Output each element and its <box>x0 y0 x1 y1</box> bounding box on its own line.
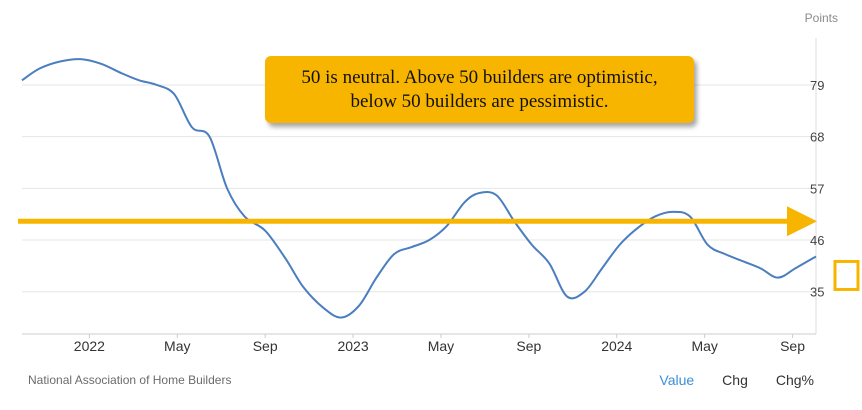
x-tick-label: Sep <box>253 338 278 354</box>
tab-chg-percent[interactable]: Chg% <box>775 372 814 388</box>
annotation-callout: 50 is neutral. Above 50 builders are opt… <box>265 56 694 123</box>
data-point <box>59 60 61 62</box>
data-point <box>815 255 817 257</box>
data-point <box>264 230 266 232</box>
data-point <box>724 253 726 255</box>
data-point <box>531 244 533 246</box>
x-axis: 2022 May Sep 2023 May Sep 2024 May Sep <box>74 334 805 354</box>
data-point <box>39 68 41 70</box>
data-point <box>376 277 378 279</box>
data-point <box>80 58 82 60</box>
data-point <box>496 194 498 196</box>
data-point <box>209 136 211 138</box>
data-point <box>358 305 360 307</box>
x-tick-label: Sep <box>780 338 805 354</box>
unit-label: Points <box>804 11 838 25</box>
data-point <box>463 201 465 203</box>
data-point <box>340 317 342 319</box>
data-point <box>548 263 550 265</box>
data-point <box>393 253 395 255</box>
x-tick-label: 2023 <box>337 338 368 354</box>
data-point <box>411 246 413 248</box>
data-point <box>446 225 448 227</box>
data-point <box>173 93 175 95</box>
data-point <box>285 258 287 260</box>
data-point <box>689 216 691 218</box>
data-point <box>584 291 586 293</box>
source-label: National Association of Home Builders <box>28 373 232 387</box>
y-tick-label: 68 <box>810 130 824 145</box>
data-point <box>619 244 621 246</box>
callout-line-1: 50 is neutral. Above 50 builders are opt… <box>301 66 658 88</box>
data-point <box>742 260 744 262</box>
data-point <box>566 295 568 297</box>
data-point <box>138 79 140 81</box>
data-point <box>323 307 325 309</box>
data-point <box>191 126 193 128</box>
data-point <box>244 216 246 218</box>
data-point <box>636 227 638 229</box>
callout-line-2: below 50 builders are pessimistic. <box>350 90 609 112</box>
data-point <box>302 286 304 288</box>
data-point <box>21 79 23 81</box>
data-point <box>478 192 480 194</box>
data-point <box>759 267 761 269</box>
data-point <box>226 187 228 189</box>
x-tick-label: Sep <box>516 338 541 354</box>
y-axis: 35 46 57 68 79 <box>810 78 824 300</box>
x-tick-label: 2022 <box>74 338 105 354</box>
view-tabs: Value Chg Chg% <box>631 372 814 388</box>
data-point <box>777 277 779 279</box>
data-point <box>156 84 158 86</box>
data-point <box>100 63 102 65</box>
data-point <box>121 72 123 74</box>
data-point <box>794 267 796 269</box>
data-point <box>428 239 430 241</box>
data-point <box>707 244 709 246</box>
data-point <box>671 211 673 213</box>
x-tick-label: May <box>428 338 454 354</box>
series-line <box>21 58 817 319</box>
tab-chg[interactable]: Chg <box>722 372 748 388</box>
y-tick-label: 35 <box>810 285 824 300</box>
last-value-marker[interactable] <box>833 259 860 291</box>
y-tick-label: 57 <box>810 181 824 196</box>
data-point <box>601 267 603 269</box>
x-tick-label: 2024 <box>601 338 632 354</box>
y-tick-label: 46 <box>810 233 824 248</box>
y-tick-label: 79 <box>810 78 824 93</box>
tab-value[interactable]: Value <box>659 372 695 388</box>
x-tick-label: May <box>691 338 717 354</box>
data-point <box>654 216 656 218</box>
x-tick-label: May <box>164 338 190 354</box>
